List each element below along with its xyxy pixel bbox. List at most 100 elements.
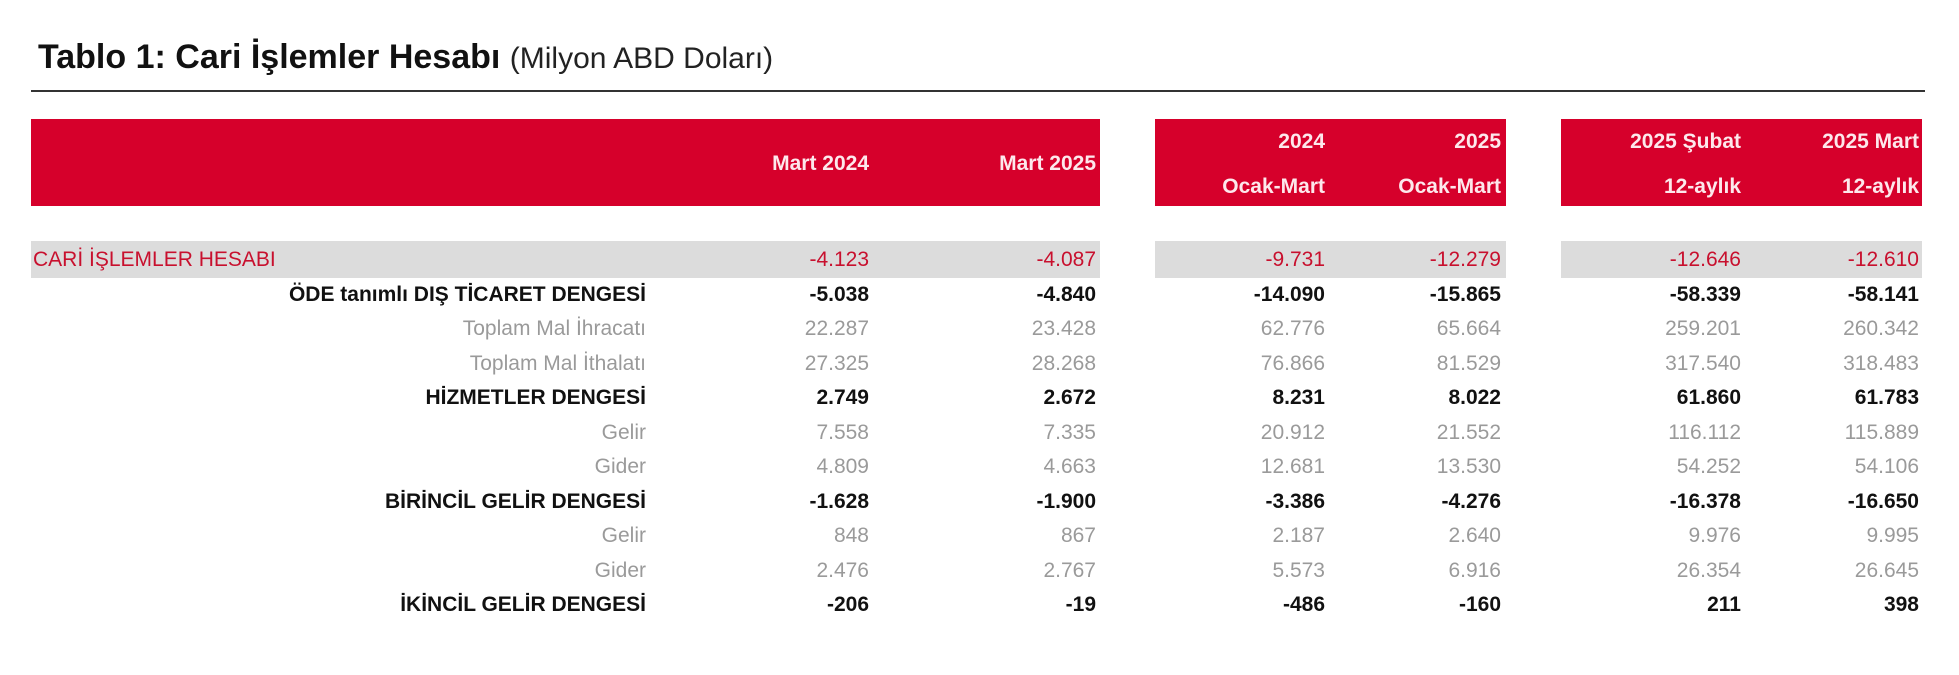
cell-value: 62.776 xyxy=(1260,317,1325,340)
table-row: BİRİNCİL GELİR DENGESİ -1.628 -1.900 -3.386… xyxy=(0,485,1959,519)
cell-value: 2.476 xyxy=(816,558,869,582)
cell-value: 8.231 xyxy=(1272,386,1325,409)
row-label: Toplam Mal İthalatı xyxy=(469,351,646,375)
table-row: CARİ İŞLEMLER HESABI -4.123 -4.087 -9.731 -1… xyxy=(0,243,1959,277)
cell-value: 116.112 xyxy=(1668,420,1741,444)
cell-value: 76.866 xyxy=(1260,351,1325,375)
cell-value: 259.201 xyxy=(1665,317,1741,340)
column-header-line2: 12-aylık xyxy=(1663,175,1741,198)
cell-value: -9.731 xyxy=(1265,248,1325,271)
table-row: Gider 4.809 4.663 12.681 13.530 54.252 54.106 xyxy=(0,450,1959,484)
table-row: Toplam Mal İthalatı 27.325 28.268 76.866 81.… xyxy=(0,347,1959,381)
cell-value: 2.672 xyxy=(1043,386,1096,409)
column-header-line1: 2024 xyxy=(1278,130,1325,153)
cell-value: 115.889 xyxy=(1844,420,1919,444)
cell-value: 848 xyxy=(833,524,869,547)
row-label: CARİ İŞLEMLER HESABI xyxy=(33,248,276,271)
cell-value: 4.663 xyxy=(1043,455,1096,478)
cell-value: 6.916 xyxy=(1448,558,1501,582)
cell-value: -4.276 xyxy=(1441,489,1501,513)
cell-value: 8.022 xyxy=(1448,386,1501,409)
header-band-annual xyxy=(1561,119,1922,206)
header-band-quarterly xyxy=(1155,119,1506,206)
table-row: Toplam Mal İhracatı 22.287 23.428 62.776 65.… xyxy=(0,312,1959,346)
cell-value: 398 xyxy=(1883,593,1919,616)
column-header: Mart 2024 xyxy=(772,152,869,175)
cell-value: 21.552 xyxy=(1436,420,1501,444)
cell-value: 26.354 xyxy=(1676,558,1741,582)
cell-value: 867 xyxy=(1060,524,1096,547)
title-main: Tablo 1: Cari İşlemler Hesabı xyxy=(38,38,501,76)
cell-value: -486 xyxy=(1282,593,1325,616)
column-header-line2: Ocak-Mart xyxy=(1222,175,1325,198)
title-divider xyxy=(31,90,1925,92)
title-unit: (Milyon ABD Doları) xyxy=(509,42,774,75)
table-row: Gider 2.476 2.767 5.573 6.916 26.354 26.645 xyxy=(0,554,1959,588)
row-label: Gider xyxy=(594,558,646,582)
cell-value: 20.912 xyxy=(1260,420,1325,444)
cell-value: -160 xyxy=(1458,593,1501,616)
cell-value: -16.650 xyxy=(1847,489,1919,513)
cell-value: -4.123 xyxy=(809,248,869,271)
header-band-monthly xyxy=(31,119,1100,206)
row-label: Gelir xyxy=(601,420,646,444)
cell-value: 7.335 xyxy=(1043,420,1096,444)
cell-value: 211 xyxy=(1707,593,1741,616)
table-title: Tablo 1: Cari İşlemler Hesabı (Milyon AB… xyxy=(38,38,773,77)
highlight-band xyxy=(1561,241,1922,278)
cell-value: -5.038 xyxy=(809,282,869,306)
row-label: Gider xyxy=(594,455,646,478)
cell-value: 260.342 xyxy=(1843,317,1919,340)
cell-value: 9.995 xyxy=(1866,524,1919,547)
cell-value: 22.287 xyxy=(804,317,869,340)
cell-value: -12.279 xyxy=(1429,248,1501,271)
column-header-line1: 2025 Mart xyxy=(1822,130,1919,153)
row-label: Toplam Mal İhracatı xyxy=(462,317,646,340)
row-label: HİZMETLER DENGESİ xyxy=(425,386,646,409)
cell-value: -3.386 xyxy=(1265,489,1325,513)
highlight-band xyxy=(1155,241,1506,278)
cell-value: 4.809 xyxy=(816,455,869,478)
cell-value: -16.378 xyxy=(1669,489,1741,513)
row-label: BİRİNCİL GELİR DENGESİ xyxy=(385,489,646,513)
cell-value: -12.646 xyxy=(1669,248,1741,271)
cell-value: -12.610 xyxy=(1847,248,1919,271)
cell-value: -58.339 xyxy=(1669,282,1741,306)
cell-value: -58.141 xyxy=(1847,282,1919,306)
cell-value: 317.540 xyxy=(1665,351,1741,375)
cell-value: 65.664 xyxy=(1436,317,1501,340)
row-label: Gelir xyxy=(601,524,646,547)
cell-value: 2.749 xyxy=(816,386,869,409)
cell-value: 9.976 xyxy=(1688,524,1741,547)
row-label: ÖDE tanımlı DIŞ TİCARET DENGESİ xyxy=(288,282,646,306)
table-row: Gelir 7.558 7.335 20.912 21.552 116.112 115.88… xyxy=(0,416,1959,450)
cell-value: -4.087 xyxy=(1036,248,1096,271)
cell-value: 2.640 xyxy=(1448,524,1501,547)
cell-value: 5.573 xyxy=(1272,558,1325,582)
table-row: HİZMETLER DENGESİ 2.749 2.672 8.231 8.022 61.… xyxy=(0,381,1959,415)
cell-value: 61.860 xyxy=(1676,386,1741,409)
cell-value: 12.681 xyxy=(1260,455,1325,478)
cell-value: 28.268 xyxy=(1031,351,1096,375)
column-header-line2: Ocak-Mart xyxy=(1398,175,1501,198)
cell-value: 7.558 xyxy=(816,420,869,444)
cell-value: 2.187 xyxy=(1272,524,1325,547)
column-header-line2: 12-aylık xyxy=(1841,175,1919,198)
cell-value: -206 xyxy=(826,593,869,616)
row-label: İKİNCİL GELİR DENGESİ xyxy=(400,593,646,616)
cell-value: -1.628 xyxy=(809,489,869,513)
cell-value: -19 xyxy=(1065,593,1096,616)
cell-value: 23.428 xyxy=(1031,317,1096,340)
column-header: Mart 2025 xyxy=(999,152,1096,175)
cell-value: 81.529 xyxy=(1436,351,1501,375)
table-row: Gelir 848 867 2.187 2.640 9.976 9.995 xyxy=(0,519,1959,553)
cell-value: -4.840 xyxy=(1036,282,1096,306)
cell-value: 27.325 xyxy=(804,351,869,375)
cell-value: 54.106 xyxy=(1854,455,1919,478)
column-header-line1: 2025 xyxy=(1454,130,1501,153)
cell-value: 26.645 xyxy=(1854,558,1919,582)
table-row: ÖDE tanımlı DIŞ TİCARET DENGESİ -5.038 -4.… xyxy=(0,278,1959,312)
cell-value: -15.865 xyxy=(1429,282,1501,306)
cell-value: 2.767 xyxy=(1043,558,1096,582)
table-row: İKİNCİL GELİR DENGESİ -206 -19 -486 -160 211 3… xyxy=(0,588,1959,622)
